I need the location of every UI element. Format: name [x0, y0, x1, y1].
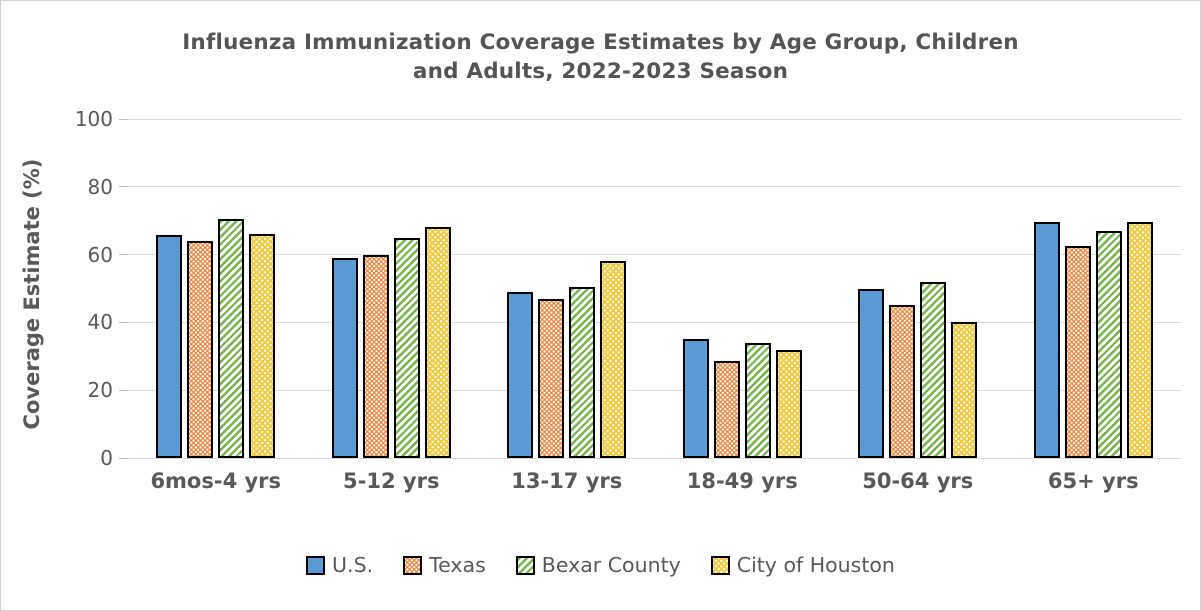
- y-tick-mark: [119, 389, 128, 391]
- x-axis-labels: 6mos-4 yrs 5-12 yrs 13-17 yrs 18-49 yrs 50-6…: [128, 469, 1181, 501]
- bar-cluster-6mos-4-yrs: [128, 119, 304, 458]
- bar-u-s-6mos-4-yrs: [156, 235, 183, 458]
- bar-cluster-18-49-yrs: [655, 119, 831, 458]
- y-tick-label-40: 40: [87, 310, 113, 335]
- bar-bexar-county-18-49-yrs: [744, 342, 771, 458]
- bar-u-s-5-12-yrs: [331, 258, 358, 458]
- chart-title-line-1: Influenza Immunization Coverage Estimate…: [182, 30, 1019, 55]
- bar-bexar-county-5-12-yrs: [393, 237, 420, 458]
- bar-cluster-5-12-yrs: [304, 119, 480, 458]
- legend-label-city-of-houston: City of Houston: [736, 553, 895, 577]
- y-tick-mark: [119, 321, 128, 323]
- chart-legend: U.S. Texas Bexar County City of Houston: [1, 553, 1200, 577]
- bar-texas-13-17-yrs: [538, 298, 565, 458]
- y-tick-mark: [119, 457, 128, 459]
- x-axis-label-6mos-4-yrs: 6mos-4 yrs: [150, 469, 282, 493]
- bar-texas-5-12-yrs: [362, 254, 389, 458]
- bar-city-of-houston-13-17-yrs: [600, 261, 627, 458]
- bar-cluster-65-yrs: [1006, 119, 1182, 458]
- x-axis-label-5-12-yrs: 5-12 yrs: [343, 469, 440, 493]
- legend-item-texas: Texas: [403, 553, 486, 577]
- legend-swatch-u-s: [306, 555, 326, 575]
- y-tick-label-100: 100: [74, 107, 113, 131]
- y-tick-mark: [119, 254, 128, 256]
- y-tick-mark: [119, 118, 128, 120]
- bar-u-s-50-64-yrs: [858, 288, 885, 458]
- legend-item-u-s: U.S.: [306, 553, 373, 577]
- bar-texas-50-64-yrs: [889, 305, 916, 458]
- x-axis-label-13-17-yrs: 13-17 yrs: [511, 469, 623, 493]
- bar-u-s-18-49-yrs: [682, 339, 709, 458]
- y-tick-label-20: 20: [87, 378, 113, 403]
- bar-bexar-county-65-yrs: [1095, 230, 1122, 458]
- bar-city-of-houston-65-yrs: [1126, 222, 1153, 458]
- legend-label-bexar-county: Bexar County: [541, 553, 681, 577]
- gridline-y-100: [128, 118, 1181, 120]
- plot-area: 0 20 40 60 80 100: [75, 107, 1182, 470]
- chart-title-line-2: and Adults, 2022-2023 Season: [412, 59, 789, 84]
- y-tick-label-60: 60: [87, 242, 113, 267]
- bar-texas-65-yrs: [1064, 246, 1091, 458]
- bar-bexar-county-6mos-4-yrs: [218, 219, 245, 458]
- bar-texas-18-49-yrs: [713, 361, 740, 458]
- legend-item-bexar-county: Bexar County: [515, 553, 681, 577]
- gridline-y-80: [128, 186, 1181, 188]
- legend-label-texas: Texas: [429, 553, 486, 577]
- legend-swatch-city-of-houston: [710, 555, 730, 575]
- bar-texas-6mos-4-yrs: [187, 241, 214, 458]
- x-axis-label-65-yrs: 65+ yrs: [1047, 469, 1139, 493]
- bar-city-of-houston-6mos-4-yrs: [249, 234, 276, 458]
- legend-swatch-texas: [403, 555, 423, 575]
- chart-title: Influenza Immunization Coverage Estimate…: [1, 28, 1200, 86]
- gridline-y-20: [128, 389, 1181, 391]
- x-axis-label-50-64-yrs: 50-64 yrs: [862, 469, 974, 493]
- bar-bexar-county-50-64-yrs: [920, 281, 947, 458]
- bar-cluster-50-64-yrs: [830, 119, 1006, 458]
- gridline-y-40: [128, 321, 1181, 323]
- bar-u-s-13-17-yrs: [507, 291, 534, 458]
- gridline-y-60: [128, 254, 1181, 256]
- legend-swatch-bexar-county: [515, 555, 535, 575]
- gridline-y-0: [128, 457, 1181, 459]
- y-tick-label-80: 80: [87, 174, 113, 199]
- legend-label-u-s: U.S.: [332, 553, 374, 577]
- bar-bexar-county-13-17-yrs: [569, 286, 596, 458]
- x-axis-label-18-49-yrs: 18-49 yrs: [686, 469, 798, 493]
- bar-cluster-13-17-yrs: [479, 119, 655, 458]
- y-tick-mark: [119, 186, 128, 188]
- bar-city-of-houston-5-12-yrs: [424, 227, 451, 458]
- bar-city-of-houston-50-64-yrs: [951, 322, 978, 458]
- y-tick-label-0: 0: [100, 446, 113, 470]
- y-axis-title: Coverage Estimate (%): [20, 158, 44, 430]
- bar-city-of-houston-18-49-yrs: [775, 349, 802, 458]
- bar-u-s-65-yrs: [1033, 222, 1060, 458]
- legend-item-city-of-houston: City of Houston: [710, 553, 895, 577]
